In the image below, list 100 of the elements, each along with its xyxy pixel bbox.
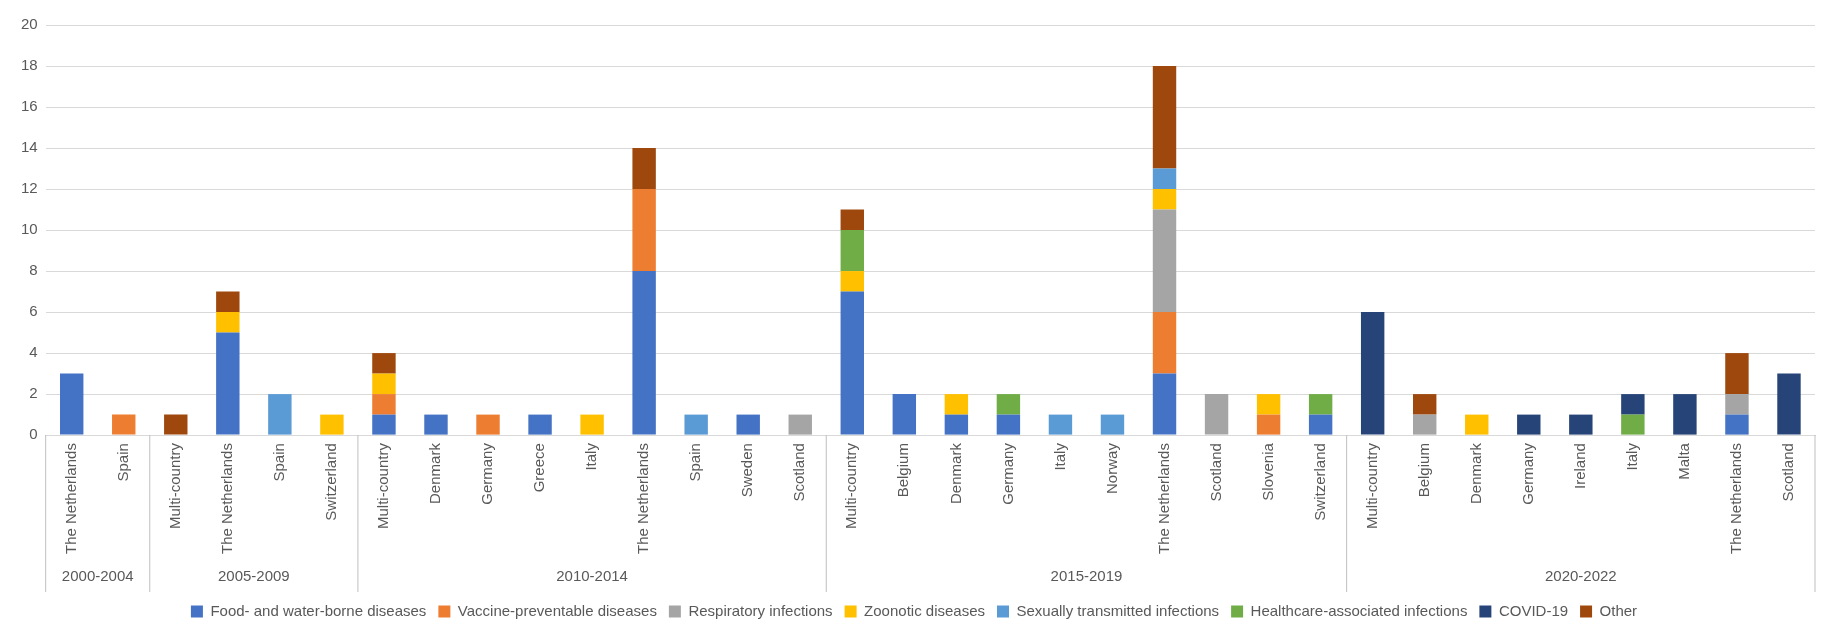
bar	[268, 394, 292, 435]
x-tick-label: Denmark	[426, 442, 444, 504]
bar	[1308, 394, 1333, 415]
y-tick-label: 4	[29, 343, 38, 361]
text: 2015-2019	[1050, 567, 1123, 585]
y-tick-label: 0	[29, 425, 38, 443]
y-tick-label: 10	[21, 220, 38, 238]
x-tick-label: Belgium	[894, 443, 912, 498]
bar	[1413, 394, 1437, 415]
bar	[1308, 414, 1333, 435]
bar	[1621, 414, 1645, 435]
bar	[1152, 373, 1177, 435]
bar	[476, 414, 500, 435]
bar	[1152, 312, 1177, 374]
x-tick-label: Switzerland	[1310, 443, 1328, 521]
x-tick-label: Multi-country	[842, 442, 860, 529]
bar	[372, 353, 396, 374]
text: 2000-2004	[61, 567, 134, 585]
x-tick-label: The Netherlands	[217, 443, 235, 555]
x-tick-label: Italy	[582, 442, 600, 471]
bar	[944, 414, 969, 435]
x-tick-label: Ireland	[1570, 443, 1588, 489]
x-tick-label: Germany	[998, 442, 1016, 505]
x-tick-label: Denmark	[1466, 442, 1484, 504]
y-tick-label: 16	[21, 97, 38, 115]
bar	[892, 394, 917, 435]
bar	[1725, 414, 1749, 435]
bar	[1777, 373, 1801, 435]
x-tick-label: Spain	[686, 443, 704, 482]
x-tick-label: Greece	[530, 443, 548, 493]
text: 2005-2009	[217, 567, 290, 585]
x-tick-label: Malta	[1675, 442, 1693, 480]
x-tick-label: The Netherlands	[1727, 443, 1745, 555]
x-tick-label: Germany	[478, 442, 496, 505]
text: 2020-2022	[1544, 567, 1617, 585]
x-tick-label: Denmark	[946, 442, 964, 504]
legend-label: Sexually transmitted infections	[1016, 601, 1220, 619]
bar	[216, 332, 240, 435]
bar	[320, 414, 344, 435]
x-tick-label: Spain	[113, 443, 131, 482]
bar	[580, 414, 604, 435]
x-tick-label: Germany	[1518, 442, 1536, 505]
bar	[164, 414, 188, 435]
x-tick-label: The Netherlands	[1154, 443, 1172, 555]
bar	[216, 291, 240, 313]
y-tick-label: 12	[21, 179, 38, 197]
bar	[840, 209, 864, 231]
bar	[632, 271, 656, 435]
x-tick-label: Sweden	[738, 443, 756, 498]
x-tick-label: Scotland	[1206, 443, 1224, 502]
bar	[1256, 414, 1281, 435]
bar	[684, 414, 708, 435]
bar	[840, 291, 864, 435]
bar	[60, 373, 84, 435]
bar	[944, 394, 969, 415]
bar	[1673, 394, 1697, 435]
bar	[1152, 209, 1177, 313]
x-tick-label: Multi-country	[165, 442, 183, 529]
y-tick-label: 14	[21, 138, 38, 156]
y-tick-label: 20	[21, 15, 38, 33]
legend-label: Respiratory infections	[688, 601, 833, 619]
bar	[112, 414, 136, 435]
x-tick-label: Belgium	[1414, 443, 1432, 498]
bar	[1621, 394, 1645, 415]
bar	[1152, 66, 1177, 169]
bar	[1413, 414, 1437, 435]
bar	[736, 414, 760, 435]
bar	[632, 148, 656, 190]
x-tick-label: The Netherlands	[61, 443, 79, 555]
y-tick-label: 6	[29, 302, 38, 320]
x-tick-label: Norway	[1102, 442, 1120, 494]
bar	[372, 373, 396, 395]
y-tick-label: 2	[29, 384, 38, 402]
bar	[840, 230, 864, 272]
x-tick-label: Multi-country	[1362, 442, 1380, 529]
x-tick-label: Italy	[1623, 442, 1641, 471]
bar	[372, 414, 396, 435]
bar	[1725, 394, 1749, 415]
x-tick-label: Slovenia	[1258, 442, 1276, 501]
x-tick-label: Scotland	[1779, 443, 1797, 502]
legend-label: COVID-19	[1498, 601, 1569, 619]
bar	[840, 271, 864, 292]
bar	[528, 414, 552, 435]
bar	[996, 394, 1021, 415]
x-tick-label: Scotland	[790, 443, 808, 502]
bar	[216, 312, 240, 333]
x-tick-label: The Netherlands	[634, 443, 652, 555]
bar	[1256, 394, 1281, 415]
x-tick-label: Switzerland	[322, 443, 340, 521]
bar	[1048, 414, 1073, 435]
bar	[788, 414, 812, 435]
legend-label: Healthcare-associated infections	[1250, 601, 1468, 619]
x-tick-label: Italy	[1050, 442, 1068, 471]
bar	[1517, 414, 1541, 435]
legend-label: Zoonotic diseases	[864, 601, 986, 619]
legend-label: Other	[1599, 601, 1638, 619]
bar	[1152, 189, 1177, 210]
legend-label: Vaccine-preventable diseases	[457, 601, 657, 619]
x-tick-label: Multi-country	[374, 442, 392, 529]
bar	[1204, 394, 1229, 435]
